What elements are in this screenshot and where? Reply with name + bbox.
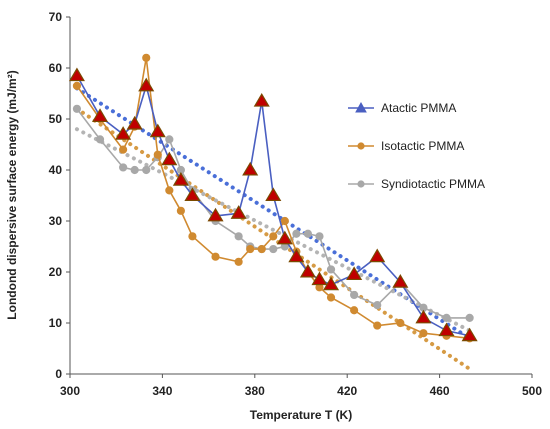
x-tick-label: 500 xyxy=(522,384,542,398)
data-point xyxy=(303,229,313,238)
data-point xyxy=(138,77,155,92)
y-tick-label: 10 xyxy=(49,316,63,330)
data-point xyxy=(161,151,178,166)
data-point xyxy=(234,257,243,266)
x-tick-label: 300 xyxy=(60,384,80,398)
data-point xyxy=(165,186,174,195)
legend-entry: Atactic PMMA xyxy=(348,101,456,115)
legend-label: Isotactic PMMA xyxy=(381,139,464,153)
data-point xyxy=(184,187,201,201)
data-point xyxy=(119,145,128,154)
data-point xyxy=(311,271,328,286)
data-point xyxy=(461,327,478,342)
trend-line xyxy=(74,127,472,333)
data-point xyxy=(280,216,289,226)
y-axis-title: Londond dispersive surface energy (mJ/m²… xyxy=(5,70,19,319)
data-point xyxy=(326,293,336,302)
legend-entry: Syndiotactic PMMA xyxy=(348,177,485,191)
data-point xyxy=(242,161,259,176)
data-point xyxy=(149,123,166,138)
data-point xyxy=(419,329,428,338)
data-point xyxy=(288,248,305,263)
data-point xyxy=(373,301,382,310)
data-point xyxy=(119,163,128,172)
data-point xyxy=(350,306,359,315)
data-point xyxy=(257,244,266,254)
y-tick-label: 40 xyxy=(49,163,63,177)
data-point xyxy=(126,115,143,130)
y-tick-label: 0 xyxy=(55,367,62,381)
x-tick-label: 420 xyxy=(337,384,357,398)
legend-swatch-marker xyxy=(357,180,365,188)
data-point xyxy=(115,126,132,140)
data-point xyxy=(373,321,382,330)
y-axis-ticks: 0 10 20 30 40 50 60 70 xyxy=(49,10,70,381)
data-point xyxy=(72,104,82,113)
y-tick-label: 70 xyxy=(49,10,63,24)
x-tick-label: 340 xyxy=(152,384,172,398)
legend: Atactic PMMA Isotactic PMMA Syndiotactic P… xyxy=(348,101,485,191)
data-point xyxy=(211,252,220,261)
data-point xyxy=(253,92,270,107)
data-point xyxy=(176,206,185,215)
data-point xyxy=(276,230,293,245)
trend-line xyxy=(74,86,472,341)
series-atactic-pmma xyxy=(68,67,478,342)
legend-label: Syndiotactic PMMA xyxy=(381,177,485,191)
series-layer xyxy=(68,53,478,343)
y-tick-label: 30 xyxy=(49,214,63,228)
data-point xyxy=(346,266,363,281)
data-point xyxy=(292,229,301,238)
data-point xyxy=(142,53,151,62)
data-point xyxy=(269,232,278,241)
y-tick-label: 60 xyxy=(49,61,63,75)
data-point xyxy=(72,81,82,90)
data-point xyxy=(396,318,405,328)
data-point xyxy=(153,150,162,159)
legend-swatch-marker xyxy=(355,101,367,113)
data-point xyxy=(95,135,105,144)
data-point xyxy=(234,232,243,241)
data-point xyxy=(246,244,255,254)
legend-entry: Isotactic PMMA xyxy=(348,139,464,153)
data-point xyxy=(172,172,189,186)
data-point xyxy=(350,290,359,300)
data-point xyxy=(130,165,139,175)
legend-label: Atactic PMMA xyxy=(381,101,456,115)
data-point xyxy=(315,232,324,241)
legend-swatch-marker xyxy=(357,142,365,150)
data-point xyxy=(442,313,451,322)
data-point xyxy=(415,309,432,324)
data-point xyxy=(299,263,316,278)
data-point xyxy=(68,67,85,82)
x-axis-ticks: 300 340 380 420 460 500 xyxy=(60,374,542,398)
data-point xyxy=(392,274,409,288)
data-point xyxy=(188,232,197,241)
x-tick-label: 460 xyxy=(430,384,450,398)
x-axis-title: Temperature T (K) xyxy=(250,408,352,422)
data-point xyxy=(269,244,278,254)
data-point xyxy=(165,135,174,144)
data-point xyxy=(322,276,340,291)
plot-area: 0 10 20 30 40 50 60 70 300 340 380 420 460 500 xyxy=(49,10,543,398)
x-tick-label: 380 xyxy=(245,384,265,398)
data-point xyxy=(142,165,151,175)
data-point xyxy=(265,187,282,201)
data-point xyxy=(326,265,336,274)
data-point xyxy=(438,322,455,337)
y-tick-label: 20 xyxy=(49,265,63,279)
series-isotactic-pmma xyxy=(72,53,474,343)
data-point xyxy=(91,108,109,122)
y-tick-label: 50 xyxy=(49,112,63,126)
data-point xyxy=(230,205,247,219)
data-point xyxy=(369,248,386,263)
data-point xyxy=(207,207,224,222)
data-point xyxy=(465,313,474,322)
